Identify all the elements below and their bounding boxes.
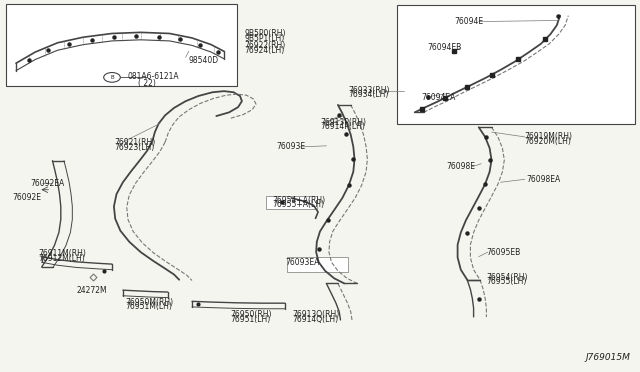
- Text: 76093E: 76093E: [276, 142, 306, 151]
- Text: 76913Q(RH): 76913Q(RH): [292, 310, 339, 319]
- Text: 76924(LH): 76924(LH): [244, 46, 285, 55]
- Text: 9B5P1(LH): 9B5P1(LH): [244, 34, 285, 43]
- Text: 76092E: 76092E: [13, 193, 42, 202]
- Text: 76914P(LH): 76914P(LH): [320, 122, 365, 131]
- Text: 98540D: 98540D: [189, 56, 219, 65]
- Text: 76912M(LH): 76912M(LH): [38, 254, 85, 263]
- Text: ( 22): ( 22): [138, 79, 156, 88]
- Text: 76094EB: 76094EB: [428, 43, 462, 52]
- FancyBboxPatch shape: [397, 5, 635, 124]
- Text: 76954+A(RH): 76954+A(RH): [273, 196, 326, 205]
- Text: 76919M(RH): 76919M(RH): [525, 132, 573, 141]
- Text: 76094E: 76094E: [454, 17, 484, 26]
- Text: 76911M(RH): 76911M(RH): [38, 249, 86, 258]
- Text: 76093EA: 76093EA: [285, 258, 320, 267]
- Text: 76914Q(LH): 76914Q(LH): [292, 315, 338, 324]
- Text: 76933(RH): 76933(RH): [349, 86, 390, 94]
- Text: 76092EA: 76092EA: [31, 179, 65, 187]
- Text: 76934(LH): 76934(LH): [349, 90, 389, 99]
- Text: 76094EA: 76094EA: [421, 93, 456, 102]
- Text: 76955(LH): 76955(LH): [486, 278, 527, 286]
- Text: 76921(RH): 76921(RH): [114, 138, 155, 147]
- FancyBboxPatch shape: [266, 196, 317, 209]
- Text: 76951(LH): 76951(LH): [230, 315, 271, 324]
- Text: 24272M: 24272M: [77, 286, 108, 295]
- Text: 76098EA: 76098EA: [526, 175, 561, 184]
- Text: 76954(RH): 76954(RH): [486, 273, 528, 282]
- Text: 76920M(LH): 76920M(LH): [525, 137, 572, 146]
- Text: 76913P(RH): 76913P(RH): [320, 118, 366, 126]
- FancyBboxPatch shape: [287, 257, 348, 272]
- Text: 9B5P0(RH): 9B5P0(RH): [244, 29, 286, 38]
- Text: 76098E: 76098E: [447, 162, 476, 171]
- Text: 76922(RH): 76922(RH): [244, 41, 285, 50]
- Text: 76923(LH): 76923(LH): [114, 143, 154, 152]
- Text: 081A6-6121A: 081A6-6121A: [128, 72, 180, 81]
- Text: 76955+A(LH): 76955+A(LH): [273, 201, 324, 209]
- Text: 76950M(RH): 76950M(RH): [125, 298, 173, 307]
- Text: B: B: [110, 75, 114, 80]
- Text: 76095EB: 76095EB: [486, 248, 521, 257]
- FancyBboxPatch shape: [6, 4, 237, 86]
- Text: J769015M: J769015M: [586, 353, 630, 362]
- Text: 76951M(LH): 76951M(LH): [125, 302, 172, 311]
- Text: 76950(RH): 76950(RH): [230, 310, 272, 319]
